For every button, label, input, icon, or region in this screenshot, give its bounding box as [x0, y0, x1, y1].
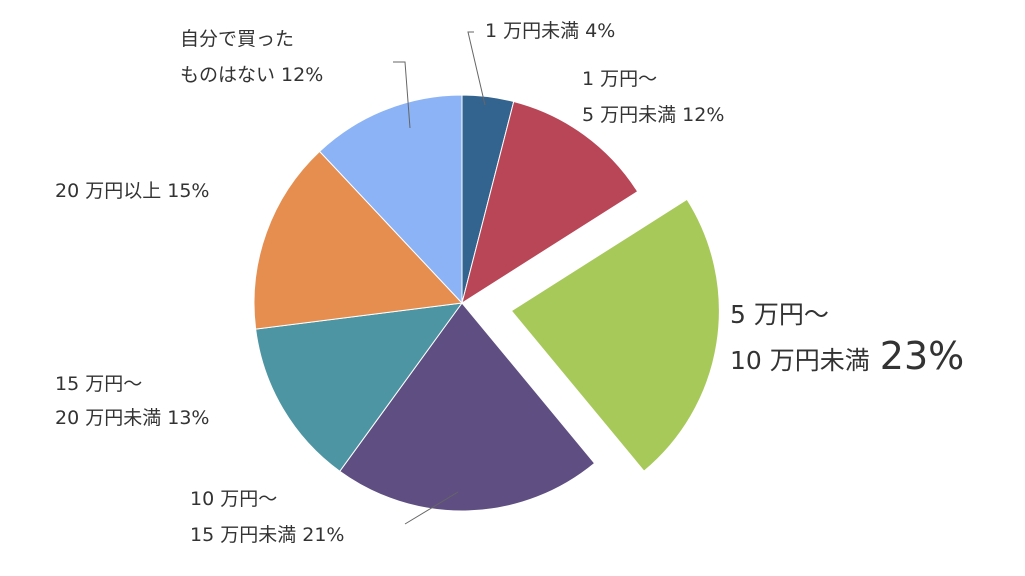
slice-label-3-line-2: 10 万円未満 — [730, 346, 870, 375]
slice-label-7-line-2: ものはない 12% — [180, 64, 323, 86]
slice-label-2: 1 万円～ 5 万円未満 12% — [582, 68, 724, 126]
slice-label-7: 自分で買ったものはない 12% — [180, 28, 323, 86]
slice-label-5-line-2: 20 万円未満 13% — [55, 407, 210, 429]
slice-label-5: 15 万円～ 20 万円未満 13% — [55, 373, 210, 429]
leader-line-1 — [467, 31, 486, 106]
slice-label-1: 1 万円未満 4% — [485, 20, 615, 42]
slice-label-6: 20 万円以上 15% — [55, 180, 210, 202]
pie-slice-4 — [339, 302, 596, 512]
slice-label-2-line-2: 5 万円未満 12% — [582, 104, 724, 126]
pie-slice-3 — [510, 198, 720, 472]
slice-label-3-line-1: 5 万円～ — [730, 300, 829, 329]
pie-slice-6 — [253, 150, 464, 330]
slice-label-1-line-1: 1 万円未満 4% — [485, 20, 615, 42]
slice-label-7-line-1: 自分で買った — [180, 28, 294, 50]
slice-label-2-line-1: 1 万円～ — [582, 68, 657, 90]
pie-slice-2 — [461, 100, 639, 305]
slice-label-6-line-1: 20 万円以上 15% — [55, 180, 210, 202]
slice-label-4-line-2: 15 万円未満 21% — [190, 524, 345, 546]
slice-label-4-line-1: 10 万円～ — [190, 488, 277, 510]
slice-label-4: 10 万円～ 15 万円未満 21% — [190, 488, 345, 546]
slice-value-label-3: 23% — [880, 334, 964, 378]
leader-line-7 — [393, 61, 411, 129]
leader-line-4 — [404, 491, 459, 525]
pie-slice-5 — [255, 302, 464, 472]
slice-label-3: 5 万円～ 10 万円未満 23% — [730, 300, 964, 378]
pie-slice-7 — [318, 94, 463, 305]
slice-label-5-line-1: 15 万円～ — [55, 373, 142, 395]
